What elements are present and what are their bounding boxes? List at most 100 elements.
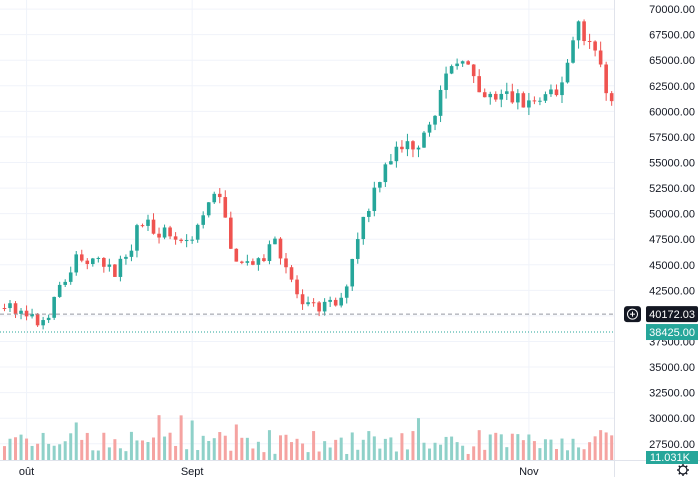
candle-body — [113, 264, 117, 277]
volume-bar — [428, 448, 432, 460]
candle-body — [311, 302, 316, 304]
candle-body — [576, 21, 581, 41]
volume-bar — [69, 433, 73, 460]
y-tick-label: 60000.00 — [649, 106, 695, 118]
volume-bar — [8, 438, 12, 460]
volume-bar — [19, 434, 23, 460]
candle-body — [350, 258, 355, 287]
candle-body — [195, 224, 200, 240]
volume-bar — [477, 430, 481, 460]
volume-bar — [372, 436, 376, 460]
y-tick-label: 65000.00 — [649, 55, 695, 67]
candle-body — [505, 91, 509, 94]
y-tick-label: 55000.00 — [649, 157, 695, 169]
volume-bar — [350, 432, 354, 460]
candle-body — [206, 202, 211, 216]
volume-bar — [389, 437, 393, 460]
candle-body — [355, 239, 360, 259]
volume-bar — [543, 439, 547, 460]
volume-bar — [588, 442, 592, 460]
volume-bar — [124, 451, 128, 460]
volume-bar — [240, 437, 244, 460]
candle-body — [571, 40, 575, 63]
volume-bar — [52, 445, 56, 460]
candle-body — [499, 93, 504, 100]
candle-body — [118, 258, 123, 277]
candle-body — [74, 254, 79, 273]
candle-body — [168, 227, 172, 237]
volume-bar — [273, 453, 277, 460]
volume-bar — [278, 435, 282, 460]
candle-body — [96, 257, 101, 259]
y-tick-label: 32500.00 — [649, 388, 695, 400]
candle-body — [190, 239, 194, 241]
volume-bar — [190, 420, 194, 460]
candle-body — [52, 296, 56, 318]
y-tick-label: 42500.00 — [649, 285, 695, 297]
x-tick-label: Sept — [181, 466, 204, 477]
candle-body — [41, 320, 45, 326]
volume-bar — [245, 437, 249, 460]
volume-bar — [223, 435, 227, 460]
volume-bar — [560, 438, 564, 460]
volume-bar — [405, 449, 409, 460]
volume-bar — [152, 437, 156, 460]
candle-body — [378, 182, 382, 188]
candle-body — [317, 302, 321, 312]
volume-bar — [444, 436, 448, 460]
candle-body — [278, 238, 283, 259]
candle-body — [493, 93, 498, 100]
candle-body — [135, 225, 139, 251]
candle-body — [372, 187, 377, 212]
candle-body — [289, 267, 294, 280]
settings-gear-icon[interactable] — [677, 464, 689, 476]
volume-bar — [36, 443, 40, 460]
candle-body — [267, 244, 272, 262]
volume-bar — [157, 415, 161, 460]
volume-bar — [174, 445, 178, 460]
volume-bar — [450, 436, 454, 460]
volume-bar — [25, 438, 29, 460]
volume-bar — [499, 434, 503, 460]
gridlines — [0, 0, 614, 460]
candle-body — [79, 254, 84, 261]
candle-body — [223, 197, 228, 218]
volume-bar — [345, 453, 349, 460]
volume-bar — [229, 450, 233, 460]
candle-body — [201, 215, 205, 225]
last-price-label-bg — [646, 324, 698, 341]
volume-bar — [14, 437, 18, 460]
candle-body — [146, 219, 150, 226]
volume-bar — [113, 439, 117, 460]
volume-bar — [218, 432, 222, 460]
candle-body — [140, 225, 145, 227]
candle-body — [256, 258, 261, 265]
y-tick-label: 35000.00 — [649, 362, 695, 374]
crosshair-price-label: 40172.03 — [649, 309, 695, 321]
volume-bar — [554, 448, 558, 460]
candle-body — [262, 258, 266, 262]
candle-body — [162, 227, 167, 238]
candle-body — [284, 258, 288, 268]
candle-body — [532, 100, 537, 102]
volume-bar — [461, 445, 465, 460]
volume-bar — [96, 450, 100, 460]
candle-body — [179, 239, 183, 242]
y-tick-label: 27500.00 — [649, 439, 695, 451]
candle-body — [604, 64, 608, 94]
candle-body — [129, 250, 134, 257]
volume-bar — [201, 435, 205, 460]
volume-badge-bg — [646, 451, 698, 464]
volume-bar — [212, 438, 216, 460]
candle-body — [240, 261, 244, 263]
candle-body — [273, 238, 277, 245]
candle-body — [400, 146, 404, 150]
candle-body — [361, 216, 366, 240]
candle-body — [477, 76, 481, 93]
candle-body — [587, 41, 592, 43]
volume-bar — [185, 449, 189, 460]
candle-body — [157, 233, 161, 238]
volume-bar — [251, 448, 255, 460]
